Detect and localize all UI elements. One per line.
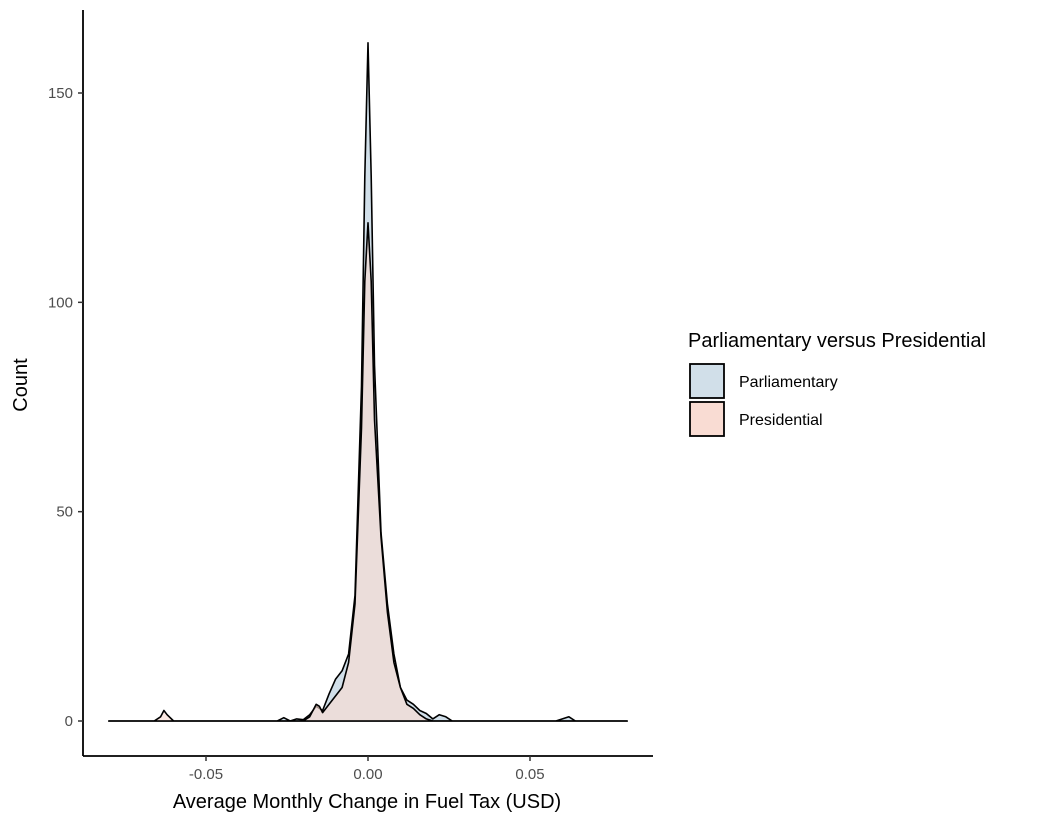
legend: Parliamentary versus Presidential Parlia… [688, 330, 986, 437]
y-tick-label: 150 [48, 85, 73, 102]
y-tick-label: 100 [48, 294, 73, 311]
y-tick-label: 0 [65, 713, 73, 730]
plot-area [108, 42, 628, 722]
legend-swatch-parliamentary [689, 363, 725, 399]
y-axis-title: Count [10, 358, 32, 412]
y-tick-label: 50 [56, 504, 73, 521]
density-area-presidential [108, 222, 628, 722]
legend-label-parliamentary: Parliamentary [739, 374, 838, 391]
legend-swatch-presidential [689, 401, 725, 437]
legend-label-presidential: Presidential [739, 412, 823, 429]
axes: Average Monthly Change in Fuel Tax (USD)… [10, 10, 653, 813]
x-tick-label: -0.05 [189, 766, 223, 783]
x-tick-label: 0.05 [515, 766, 544, 783]
x-axis-title: Average Monthly Change in Fuel Tax (USD) [173, 791, 561, 813]
x-tick-label: 0.00 [353, 766, 382, 783]
legend-title: Parliamentary versus Presidential [688, 330, 986, 352]
